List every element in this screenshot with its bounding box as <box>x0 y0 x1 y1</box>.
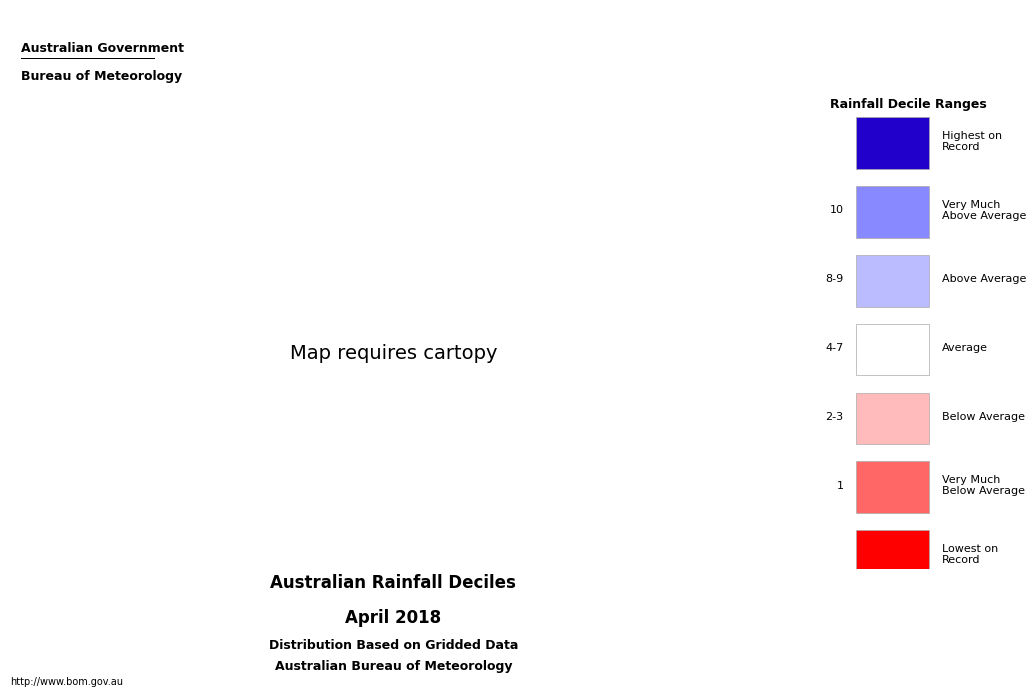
Text: Lowest on
Record: Lowest on Record <box>942 543 998 566</box>
Text: http://www.bom.gov.au: http://www.bom.gov.au <box>10 677 123 687</box>
Text: Very Much
Below Average: Very Much Below Average <box>942 475 1025 496</box>
Text: Map requires cartopy: Map requires cartopy <box>290 344 497 364</box>
Bar <box>856 530 929 582</box>
Bar <box>856 255 929 307</box>
Text: Above Average: Above Average <box>942 274 1027 285</box>
Text: 4-7: 4-7 <box>825 343 844 353</box>
Text: Distribution Based on Gridded Data: Distribution Based on Gridded Data <box>269 639 518 652</box>
Text: Australian Rainfall Deciles: Australian Rainfall Deciles <box>270 574 516 592</box>
Text: 8-9: 8-9 <box>825 274 844 285</box>
Bar <box>856 324 929 375</box>
Text: Australian Government: Australian Government <box>21 42 183 55</box>
Text: 2-3: 2-3 <box>825 412 844 422</box>
Text: 10: 10 <box>829 205 844 215</box>
Text: Highest on
Record: Highest on Record <box>942 130 1002 153</box>
Text: Rainfall Decile Ranges: Rainfall Decile Ranges <box>830 98 986 111</box>
Bar <box>856 117 929 169</box>
Text: Very Much
Above Average: Very Much Above Average <box>942 200 1027 221</box>
Text: Bureau of Meteorology: Bureau of Meteorology <box>21 70 182 83</box>
Bar <box>856 462 929 513</box>
Text: April 2018: April 2018 <box>346 609 441 627</box>
Text: Average: Average <box>942 343 987 353</box>
Bar <box>856 186 929 238</box>
Text: Australian Bureau of Meteorology: Australian Bureau of Meteorology <box>274 660 512 672</box>
Text: Below Average: Below Average <box>942 412 1025 422</box>
Text: 1: 1 <box>836 481 844 491</box>
Bar <box>856 393 929 444</box>
